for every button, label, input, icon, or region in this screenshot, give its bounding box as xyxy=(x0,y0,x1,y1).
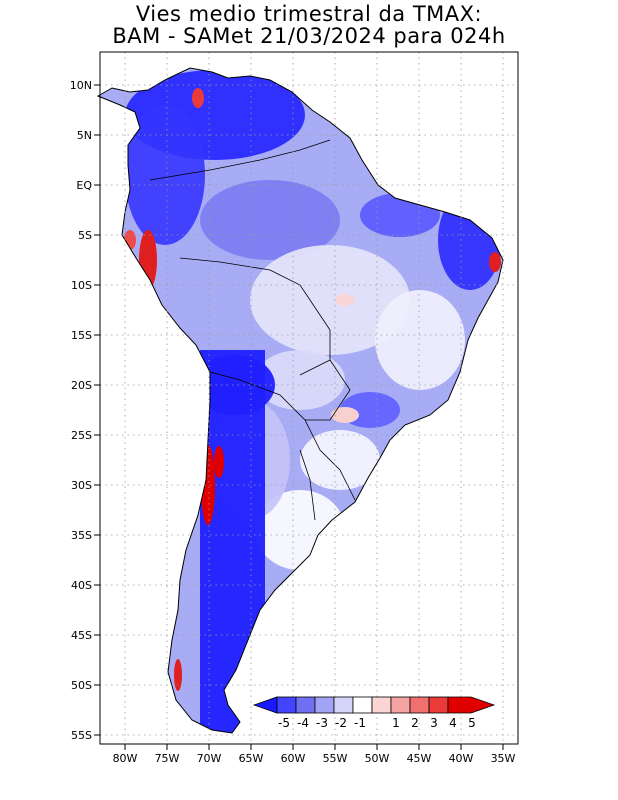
y-tick-label: 55S xyxy=(71,729,92,742)
plot-frame xyxy=(99,51,519,745)
x-tick-label: 50W xyxy=(365,752,390,765)
colorbar-label: 1 xyxy=(392,716,400,730)
y-tick-label: 15S xyxy=(71,329,92,342)
colorbar-swatch xyxy=(447,696,496,714)
colorbar xyxy=(252,696,496,714)
colorbar-label: -4 xyxy=(297,716,309,730)
y-tick-label: 40S xyxy=(71,579,92,592)
colorbar-swatch xyxy=(295,696,316,714)
y-tick-label: 25S xyxy=(71,429,92,442)
colorbar-swatch xyxy=(314,696,335,714)
map-title-line2: BAM - SAMet 21/03/2024 para 024h xyxy=(112,24,506,48)
colorbar-swatch xyxy=(333,696,354,714)
colorbar-label: 5 xyxy=(468,716,476,730)
y-tick-label: 30S xyxy=(71,479,92,492)
colorbar-swatch xyxy=(409,696,430,714)
colorbar-swatch xyxy=(390,696,411,714)
y-tick-label: 5N xyxy=(77,129,92,142)
grid-lines xyxy=(100,52,518,744)
colorbar-swatch xyxy=(428,696,449,714)
colorbar-label: 2 xyxy=(411,716,419,730)
colorbar-swatch xyxy=(276,696,297,714)
y-tick-label: 45S xyxy=(71,629,92,642)
colorbar-label: 3 xyxy=(430,716,438,730)
colorbar-label: -5 xyxy=(278,716,290,730)
y-tick-label: EQ xyxy=(76,179,92,192)
country-borders xyxy=(149,139,356,521)
x-tick-label: 65W xyxy=(239,752,264,765)
x-tick-label: 70W xyxy=(197,752,222,765)
colorbar-label: 4 xyxy=(449,716,457,730)
x-tick-label: 75W xyxy=(155,752,180,765)
colorbar-label: -2 xyxy=(335,716,347,730)
y-tick-label: 35S xyxy=(71,529,92,542)
tick-marks xyxy=(94,84,504,750)
x-tick-label: 45W xyxy=(407,752,432,765)
x-tick-label: 40W xyxy=(449,752,474,765)
x-tick-label: 55W xyxy=(323,752,348,765)
y-tick-label: 50S xyxy=(71,679,92,692)
colorbar-swatch xyxy=(352,696,373,714)
colorbar-swatch xyxy=(371,696,392,714)
colorbar-label: -3 xyxy=(316,716,328,730)
y-tick-label: 5S xyxy=(78,229,92,242)
y-tick-label: 20S xyxy=(71,379,92,392)
x-tick-label: 60W xyxy=(281,752,306,765)
colorbar-label: -1 xyxy=(354,716,366,730)
x-tick-label: 35W xyxy=(491,752,516,765)
x-tick-label: 80W xyxy=(113,752,138,765)
y-tick-label: 10S xyxy=(71,279,92,292)
y-tick-label: 10N xyxy=(70,79,92,92)
map-title-line1: Vies medio trimestral da TMAX: xyxy=(135,2,483,26)
